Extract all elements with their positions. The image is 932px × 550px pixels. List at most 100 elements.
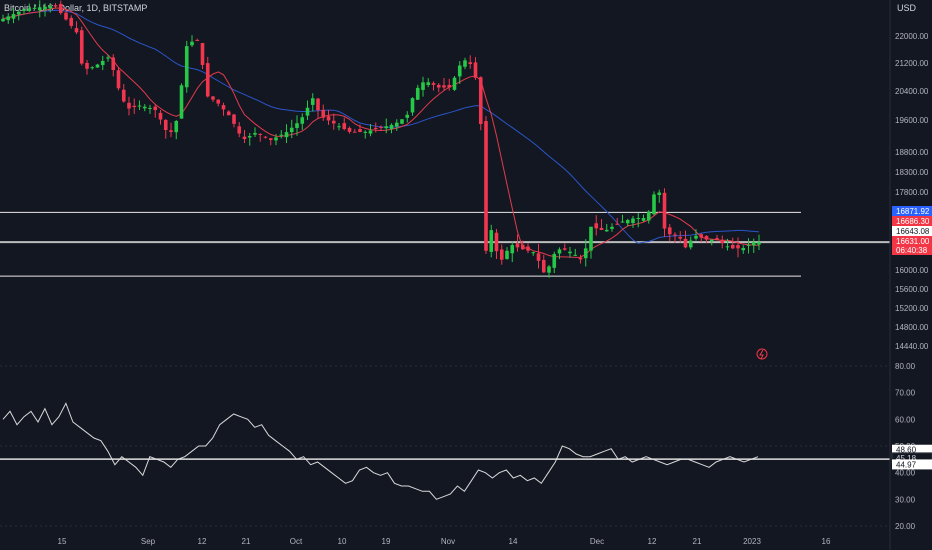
candle bbox=[673, 232, 677, 243]
candle bbox=[452, 76, 457, 91]
candle bbox=[736, 237, 740, 258]
candle-body bbox=[32, 7, 37, 9]
candle bbox=[310, 93, 315, 112]
candle-body bbox=[295, 123, 299, 128]
candle bbox=[499, 244, 504, 265]
candle bbox=[127, 96, 131, 116]
candle-body bbox=[520, 244, 525, 250]
candle bbox=[667, 223, 672, 242]
candle bbox=[599, 219, 604, 231]
candle-body bbox=[431, 83, 436, 85]
candle bbox=[85, 60, 89, 75]
candle-body bbox=[342, 123, 347, 130]
candle-body bbox=[153, 106, 158, 111]
candle-body bbox=[326, 116, 331, 121]
candle bbox=[615, 218, 620, 226]
oscillator-pane bbox=[0, 402, 890, 500]
candle bbox=[274, 134, 278, 146]
candle-body bbox=[505, 250, 509, 259]
candle-body bbox=[599, 227, 604, 230]
candle bbox=[11, 7, 16, 24]
price-axis-label: 16686.30 bbox=[892, 216, 932, 226]
candle bbox=[263, 136, 268, 139]
candle-body bbox=[547, 266, 551, 273]
candle bbox=[520, 240, 525, 251]
candle bbox=[631, 216, 635, 228]
candle-body bbox=[53, 5, 58, 7]
candle bbox=[652, 191, 656, 216]
price-tick-label: 18800.00 bbox=[895, 148, 929, 157]
candle-body bbox=[211, 96, 215, 100]
price-axis-label-bg bbox=[892, 226, 932, 236]
candle bbox=[163, 119, 168, 139]
candle bbox=[415, 84, 420, 100]
candle-body bbox=[247, 136, 252, 138]
candle-body bbox=[652, 194, 656, 215]
candle bbox=[436, 83, 441, 93]
candle bbox=[216, 99, 221, 107]
price-tick-label: 14440.00 bbox=[895, 342, 929, 351]
candle bbox=[179, 83, 184, 119]
candle bbox=[715, 235, 719, 241]
candle-body bbox=[137, 105, 142, 107]
candle bbox=[405, 111, 410, 123]
candle bbox=[27, 3, 32, 12]
candle-body bbox=[347, 127, 352, 132]
candle-body bbox=[415, 87, 420, 100]
candle bbox=[531, 251, 536, 256]
candle-body bbox=[79, 30, 84, 64]
candle bbox=[268, 137, 273, 146]
candle-body bbox=[436, 84, 441, 88]
candle-body bbox=[552, 253, 557, 268]
candle-body bbox=[494, 232, 499, 252]
candle bbox=[16, 9, 21, 21]
candle-body bbox=[384, 126, 389, 129]
candle bbox=[589, 226, 593, 259]
candle bbox=[174, 119, 179, 140]
time-tick-label: 21 bbox=[242, 537, 251, 546]
candle-body bbox=[190, 41, 194, 46]
candle-body bbox=[253, 133, 257, 135]
candle bbox=[557, 247, 562, 260]
candle-body bbox=[74, 28, 79, 33]
candle-body bbox=[489, 230, 494, 252]
candle bbox=[352, 128, 357, 133]
oscillator-tick-label: 40.00 bbox=[895, 469, 916, 478]
candle bbox=[463, 57, 467, 70]
candle bbox=[694, 229, 698, 241]
candle bbox=[704, 235, 709, 244]
candle-body bbox=[400, 119, 404, 124]
candle bbox=[447, 78, 452, 91]
time-tick-label: 19 bbox=[382, 537, 391, 546]
candle bbox=[720, 235, 725, 249]
candle bbox=[389, 123, 394, 134]
candle-body bbox=[499, 249, 504, 260]
candle bbox=[1, 14, 5, 23]
candle-body bbox=[757, 242, 761, 245]
candle-body bbox=[95, 64, 100, 68]
candle bbox=[100, 55, 105, 71]
candle bbox=[562, 243, 567, 251]
candle bbox=[505, 247, 509, 260]
candle-body bbox=[683, 238, 688, 248]
grid-layer bbox=[0, 365, 890, 527]
candle bbox=[22, 8, 26, 15]
candle bbox=[316, 97, 320, 118]
candle-body bbox=[442, 85, 446, 88]
candle bbox=[610, 223, 614, 232]
candle bbox=[515, 234, 520, 252]
candle-body bbox=[673, 234, 677, 236]
candle bbox=[153, 104, 158, 118]
candle-body bbox=[300, 117, 305, 124]
candle-body bbox=[90, 67, 95, 69]
candle-body bbox=[331, 120, 336, 124]
candle-body bbox=[715, 238, 719, 240]
time-tick-label: Nov bbox=[441, 537, 455, 546]
candle-body bbox=[27, 8, 32, 11]
candle-body bbox=[116, 70, 121, 89]
candle bbox=[410, 97, 415, 116]
candle bbox=[568, 247, 572, 258]
candle-body bbox=[142, 106, 147, 109]
candle-body bbox=[373, 127, 378, 130]
